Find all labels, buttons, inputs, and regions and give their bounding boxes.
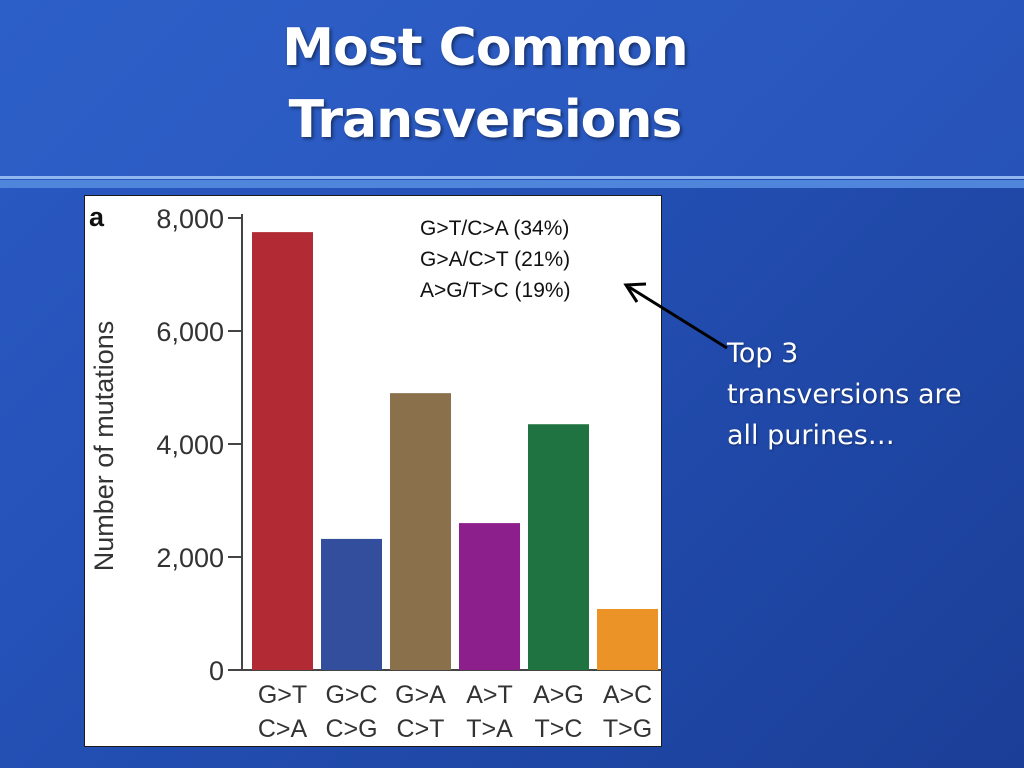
y-tick-label: 4,000 <box>156 430 224 460</box>
x-tick-label: G>T <box>258 681 307 709</box>
y-tick-label: 2,000 <box>156 543 224 573</box>
x-tick-label: G>A <box>395 681 446 709</box>
bar <box>528 424 589 670</box>
legend-entry: A>G/T>C (19%) <box>420 279 571 302</box>
chart-panel: 0 2,000 4,000 6,000 8,000 Number of mutations… <box>84 195 663 747</box>
bar <box>459 523 520 670</box>
pointer-arrow <box>623 282 728 350</box>
y-tick-label: 0 <box>209 656 224 686</box>
y-tick-label: 8,000 <box>156 204 224 234</box>
x-tick-label: A>T <box>466 681 513 709</box>
bar <box>390 393 451 670</box>
title-line-1: Most Common <box>282 18 688 78</box>
x-tick-label: T>G <box>603 715 652 743</box>
annotation-line-1: Top 3 <box>727 338 799 369</box>
annotation-text: Top 3 transversions are all purines… <box>727 333 997 456</box>
bar-chart: 0 2,000 4,000 6,000 8,000 Number of mutations… <box>89 202 663 743</box>
arrow-shaft <box>628 285 728 350</box>
y-tick-label: 6,000 <box>156 317 224 347</box>
legend-entry: G>A/C>T (21%) <box>420 248 570 271</box>
x-tick-label: A>C <box>603 681 652 709</box>
x-tick-label: T>C <box>535 715 583 743</box>
bar <box>597 608 658 670</box>
divider-rule <box>0 180 1024 188</box>
x-tick-label: C>G <box>325 715 377 743</box>
divider-rule-light <box>0 176 1024 179</box>
x-tick-label: C>A <box>258 715 308 743</box>
panel-label: a <box>89 202 105 232</box>
slide-title: Most Common Transversions <box>140 12 830 156</box>
legend-entry: G>T/C>A (34%) <box>420 217 569 240</box>
title-band <box>0 0 1024 176</box>
bar <box>321 538 382 670</box>
annotation-line-3: all purines… <box>727 420 895 451</box>
arrow-head <box>623 282 647 303</box>
x-tick-label: A>G <box>533 681 584 709</box>
x-tick-label: G>C <box>325 681 377 709</box>
title-line-2: Transversions <box>288 90 683 150</box>
bar <box>252 232 313 670</box>
y-axis-label: Number of mutations <box>89 321 119 572</box>
x-tick-label: C>T <box>397 715 445 743</box>
x-tick-label: T>A <box>466 715 513 743</box>
annotation-line-2: transversions are <box>727 379 962 410</box>
